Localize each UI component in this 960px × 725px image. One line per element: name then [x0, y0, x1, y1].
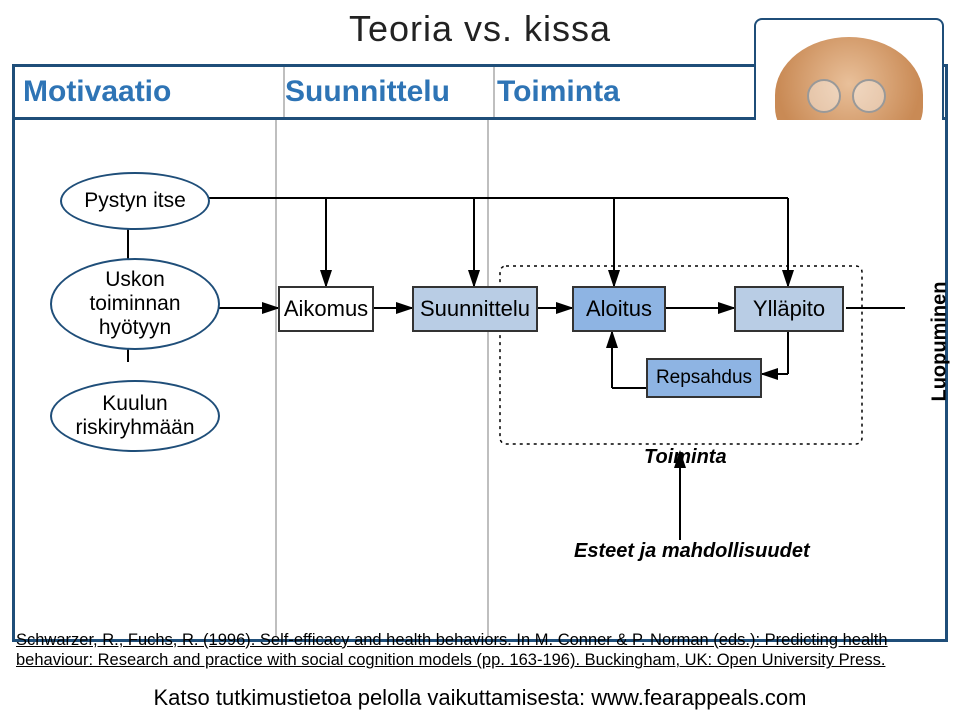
col-divider-1: [275, 120, 277, 636]
label-esteet: Esteet ja mahdollisuudet: [574, 540, 810, 563]
node-kuulun: Kuulun riskiryhmään: [50, 380, 220, 452]
header-motivaatio: Motivaatio: [15, 67, 285, 117]
node-uskon: Uskon toiminnan hyötyyn: [50, 258, 220, 350]
citation-text: Schwarzer, R., Fuchs, R. (1996). Self-ef…: [16, 630, 946, 671]
node-aikomus: Aikomus: [278, 286, 374, 332]
header-suunnittelu: Suunnittelu: [277, 67, 495, 117]
node-yllapito: Ylläpito: [734, 286, 844, 332]
node-repsahdus: Repsahdus: [646, 358, 762, 398]
node-aloitus: Aloitus: [572, 286, 666, 332]
col-divider-2: [487, 120, 489, 636]
node-suunnittelu: Suunnittelu: [412, 286, 538, 332]
footer-text: Katso tutkimustietoa pelolla vaikuttamis…: [0, 685, 960, 711]
node-pystyn-itse: Pystyn itse: [60, 172, 210, 230]
label-luopuminen: Luopuminen: [929, 272, 952, 412]
node-uskon-label: Uskon toiminnan hyötyyn: [89, 268, 180, 340]
label-toiminta: Toiminta: [644, 446, 727, 469]
node-kuulun-label: Kuulun riskiryhmään: [75, 392, 194, 440]
